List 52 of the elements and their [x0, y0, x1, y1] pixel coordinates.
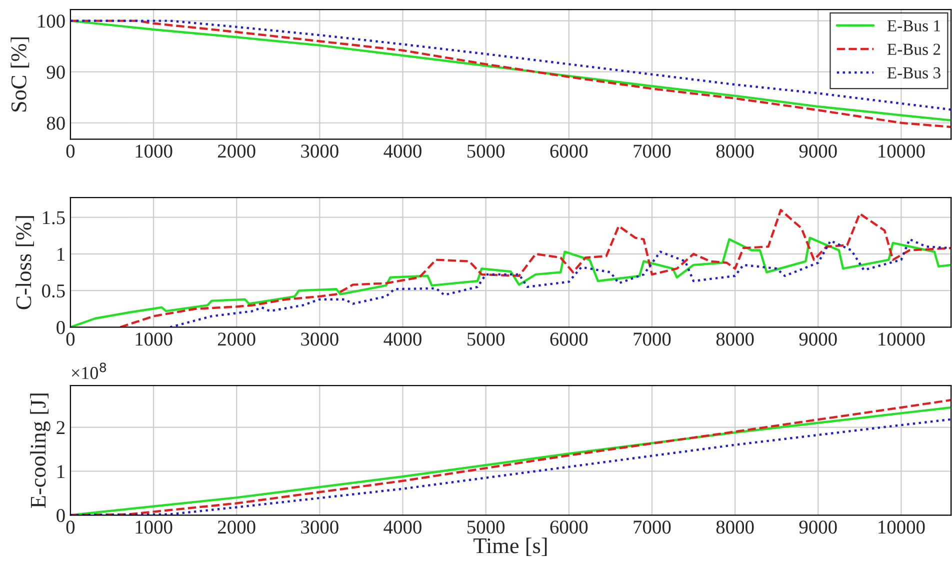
y-tick-label: 1.5: [42, 211, 65, 224]
line-series: [119, 208, 952, 328]
y-tick-label: 100: [38, 14, 65, 28]
x-tick-label: 9000: [799, 520, 837, 534]
y-tick-label: 1: [58, 248, 64, 261]
y-tick-label: 80: [46, 116, 65, 130]
x-tick-label: 3000: [301, 332, 338, 346]
x-tick-label: 7000: [634, 332, 671, 346]
x-tick-label: 0: [66, 520, 75, 534]
text: ×10$^{8}$: [72, 362, 106, 380]
x-tick-label: 2000: [218, 332, 256, 346]
x-tick-label: 10000: [878, 144, 925, 158]
y-tick-label: 0: [56, 320, 65, 334]
x-tick-label: 1000: [136, 144, 172, 158]
x-tick-label: 10000: [878, 332, 925, 346]
x-tick-label: 7000: [634, 144, 671, 158]
y-tick-label: 2: [56, 421, 65, 434]
y-tick-label: 0.5: [42, 284, 65, 298]
y-axis-title: SoC [%]: [10, 37, 30, 112]
x-tick-label: 6000: [550, 144, 588, 158]
x-tick-label: 7000: [634, 520, 671, 534]
x-tick-label: 2000: [218, 520, 256, 534]
x-tick-label: 0: [66, 144, 75, 158]
x-tick-label: 8000: [716, 332, 754, 346]
legend-label: E-Bus 1: [887, 20, 940, 32]
x-tick-label: 6000: [550, 520, 588, 534]
x-tick-label: 8000: [716, 144, 754, 158]
x-tick-label: 4000: [384, 144, 422, 158]
x-axis-title: Time [s]: [474, 538, 547, 556]
x-tick-label: 1000: [136, 332, 172, 346]
y-tick-label: 1: [58, 465, 64, 478]
x-tick-label: 8000: [716, 520, 754, 534]
legend-label: E-Bus 2: [887, 44, 940, 55]
x-tick-label: 9000: [799, 332, 837, 346]
x-tick-label: 5000: [468, 332, 505, 346]
x-tick-label: 1000: [136, 520, 172, 534]
x-tick-label: 4000: [384, 520, 422, 534]
x-tick-label: 4000: [384, 332, 422, 346]
legend-label: E-Bus 3: [887, 67, 940, 78]
x-tick-label: 9000: [799, 144, 837, 158]
x-tick-label: 10000: [878, 520, 925, 534]
y-tick-label: 90: [46, 66, 65, 79]
y-axis-title: C-loss [%]: [16, 216, 34, 310]
x-tick-label: 2000: [218, 144, 256, 158]
x-tick-label: 6000: [550, 332, 588, 346]
x-tick-label: 3000: [301, 144, 338, 158]
x-tick-label: 0: [66, 332, 75, 346]
y-tick-label: 0: [56, 508, 65, 522]
y-axis-title: E-cooling [J]: [30, 394, 50, 508]
x-tick-label: 3000: [301, 520, 338, 534]
x-tick-label: 5000: [468, 144, 505, 158]
x-tick-label: 5000: [468, 520, 505, 534]
